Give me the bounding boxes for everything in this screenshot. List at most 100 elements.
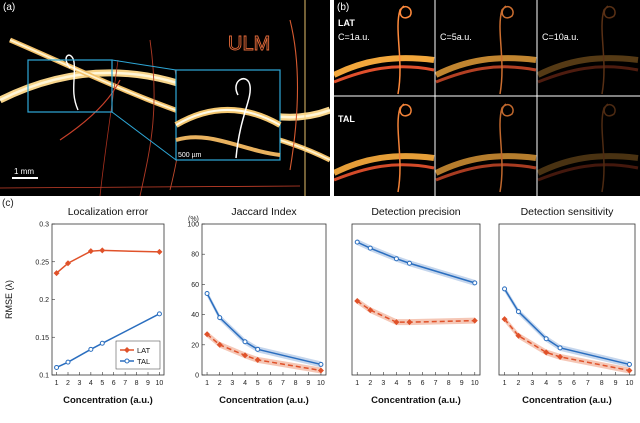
x-tick-label: 8 — [447, 380, 451, 387]
data-point — [242, 352, 249, 359]
x-tick-label: 3 — [77, 380, 81, 387]
legend-marker — [124, 347, 130, 353]
x-tick-label: 4 — [89, 380, 93, 387]
x-tick-label: 10 — [626, 380, 634, 387]
x-tick-label: 3 — [381, 380, 385, 387]
x-axis-label: Concentration (a.u.) — [63, 395, 153, 406]
data-point — [99, 247, 106, 254]
y-tick-label: 60 — [191, 282, 199, 289]
conc-label-1: C=1a.u. — [338, 32, 370, 42]
panel-a-label: (a) — [3, 2, 16, 13]
y-tick-label: 0.3 — [39, 222, 49, 229]
x-tick-label: 1 — [205, 380, 209, 387]
x-tick-label: 7 — [586, 380, 590, 387]
x-tick-label: 4 — [243, 380, 247, 387]
data-point — [367, 307, 374, 314]
x-tick-label: 4 — [394, 380, 398, 387]
comparison-grid-image — [334, 0, 640, 196]
x-tick-label: 2 — [218, 380, 222, 387]
ulm-map-panel: ULM 500 µm 1 mm (a) — [0, 0, 330, 196]
x-tick-label: 2 — [368, 380, 372, 387]
chart-title: Detection sensitivity — [521, 206, 615, 218]
data-point — [502, 286, 508, 292]
localization-error-chart: Localization error Concentration (a.u.) 1 2… — [4, 206, 165, 406]
row-label-tal: TAL — [338, 114, 355, 124]
x-tick-label: 8 — [294, 380, 298, 387]
data-point — [88, 346, 94, 352]
data-point — [242, 339, 248, 345]
legend-label: LAT — [137, 346, 151, 355]
x-tick-label: 2 — [66, 380, 70, 387]
conc-label-10: C=10a.u. — [542, 32, 579, 42]
y-axis-label: (%) — [188, 216, 199, 223]
data-point — [626, 367, 633, 374]
x-tick-label: 9 — [614, 380, 618, 387]
x-tick-label: 6 — [268, 380, 272, 387]
data-point — [406, 319, 413, 326]
x-tick-label: 1 — [355, 380, 359, 387]
x-tick-label: 10 — [156, 380, 164, 387]
confidence-band — [504, 316, 630, 374]
y-tick-label: 80 — [191, 252, 199, 259]
detection-precision-chart: Detection precision Concentration (a.u.) 1… — [351, 206, 481, 406]
ulm-title-text: ULM — [228, 33, 270, 55]
x-tick-label: 7 — [434, 380, 438, 387]
x-tick-label: 10 — [317, 380, 325, 387]
x-tick-label: 5 — [408, 380, 412, 387]
data-point — [204, 331, 211, 338]
data-point — [318, 361, 324, 367]
data-point — [156, 311, 162, 317]
y-tick-label: 0.25 — [35, 259, 49, 266]
data-point — [54, 364, 60, 370]
x-tick-label: 6 — [421, 380, 425, 387]
data-point — [216, 341, 223, 348]
y-tick-label: 40 — [191, 312, 199, 319]
zoom-box — [27, 59, 113, 113]
x-tick-label: 5 — [100, 380, 104, 387]
y-tick-label: 0.1 — [39, 373, 49, 380]
y-tick-label: 20 — [191, 342, 199, 349]
x-axis-label: Concentration (a.u.) — [371, 395, 461, 406]
x-tick-label: 10 — [471, 380, 479, 387]
data-point — [557, 353, 564, 360]
confidence-band — [207, 290, 321, 368]
data-point — [87, 248, 94, 255]
data-point — [99, 340, 105, 346]
data-point — [626, 361, 632, 367]
x-tick-label: 6 — [572, 380, 576, 387]
data-point — [515, 309, 521, 315]
data-point — [471, 317, 478, 324]
x-tick-label: 1 — [503, 380, 507, 387]
row-label-lat: LAT — [338, 18, 355, 28]
x-axis-label: Concentration (a.u.) — [522, 395, 612, 406]
chart-title: Detection precision — [371, 206, 460, 218]
x-tick-label: 9 — [306, 380, 310, 387]
y-tick-label: 100 — [187, 222, 199, 229]
legend-label: TAL — [137, 357, 150, 366]
jaccard-index-chart: Jaccard Index Concentration (a.u.) 1 2 3 4 5 6 7… — [187, 206, 327, 406]
x-tick-label: 5 — [558, 380, 562, 387]
x-tick-label: 1 — [55, 380, 59, 387]
x-axis-label: Concentration (a.u.) — [219, 395, 309, 406]
y-tick-label: 0 — [195, 373, 199, 380]
data-point — [472, 280, 478, 286]
x-tick-label: 9 — [460, 380, 464, 387]
data-point — [515, 332, 522, 339]
panel-b-label: (b) — [337, 2, 350, 13]
comparison-grid-panel: (b) LAT TAL C=1a.u. C=5a.u. C=10a.u. — [334, 0, 640, 196]
x-tick-label: 4 — [544, 380, 548, 387]
data-point — [65, 260, 71, 267]
legend — [115, 340, 161, 370]
data-point — [204, 290, 210, 296]
x-tick-label: 9 — [146, 380, 150, 387]
data-point — [393, 256, 399, 262]
vessel-map-image: ULM 500 µm 1 mm — [0, 0, 330, 196]
inset-scale-label: 500 µm — [178, 152, 202, 159]
x-tick-label: 3 — [230, 380, 234, 387]
confidence-band — [207, 331, 321, 374]
x-tick-label: 7 — [123, 380, 127, 387]
x-tick-label: 7 — [281, 380, 285, 387]
data-point — [367, 245, 373, 251]
data-point — [557, 345, 563, 351]
data-point — [53, 270, 60, 277]
